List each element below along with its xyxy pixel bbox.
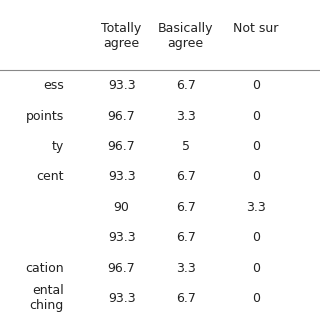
Text: 6.7: 6.7 (176, 79, 196, 92)
Text: 6.7: 6.7 (176, 231, 196, 244)
Text: 5: 5 (182, 140, 189, 153)
Text: 0: 0 (252, 292, 260, 305)
Text: 6.7: 6.7 (176, 292, 196, 305)
Text: 3.3: 3.3 (246, 201, 266, 214)
Text: 0: 0 (252, 79, 260, 92)
Text: 96.7: 96.7 (108, 140, 135, 153)
Text: 0: 0 (252, 140, 260, 153)
Text: Totally
agree: Totally agree (101, 22, 142, 51)
Text: points: points (26, 109, 64, 123)
Text: Basically
agree: Basically agree (158, 22, 213, 51)
Text: 96.7: 96.7 (108, 109, 135, 123)
Text: 0: 0 (252, 261, 260, 275)
Text: 3.3: 3.3 (176, 261, 196, 275)
Text: ty: ty (52, 140, 64, 153)
Text: 90: 90 (114, 201, 130, 214)
Text: 0: 0 (252, 170, 260, 183)
Text: 96.7: 96.7 (108, 261, 135, 275)
Text: ess: ess (43, 79, 64, 92)
Text: cation: cation (25, 261, 64, 275)
Text: cent: cent (36, 170, 64, 183)
Text: ental
ching: ental ching (30, 284, 64, 312)
Text: 93.3: 93.3 (108, 170, 135, 183)
Text: 93.3: 93.3 (108, 79, 135, 92)
Text: 6.7: 6.7 (176, 170, 196, 183)
Text: 0: 0 (252, 109, 260, 123)
Text: 3.3: 3.3 (176, 109, 196, 123)
Text: 93.3: 93.3 (108, 292, 135, 305)
Text: 0: 0 (252, 231, 260, 244)
Text: 93.3: 93.3 (108, 231, 135, 244)
Text: Not sur: Not sur (233, 22, 279, 36)
Text: 6.7: 6.7 (176, 201, 196, 214)
